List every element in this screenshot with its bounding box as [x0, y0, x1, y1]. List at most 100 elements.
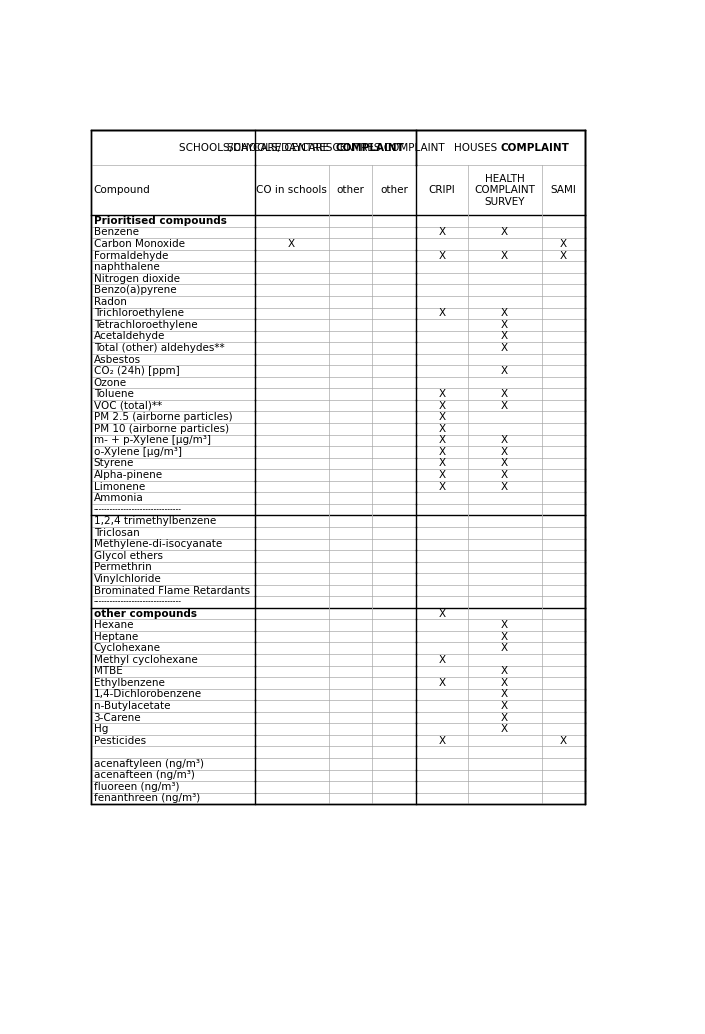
Text: X: X	[288, 239, 295, 249]
Text: fluoreen (ng/m³): fluoreen (ng/m³)	[94, 782, 179, 792]
Text: Methylene-di-isocyanate: Methylene-di-isocyanate	[94, 540, 222, 549]
Text: X: X	[501, 366, 508, 376]
Text: X: X	[501, 343, 508, 353]
Text: Benzene: Benzene	[94, 227, 139, 238]
Text: X: X	[501, 332, 508, 341]
Text: Permethrin: Permethrin	[94, 562, 152, 573]
Text: Carbon Monoxide: Carbon Monoxide	[94, 239, 185, 249]
Text: Trichloroethylene: Trichloroethylene	[94, 308, 183, 318]
Text: Limonene: Limonene	[94, 482, 145, 491]
Text: Compound: Compound	[94, 185, 150, 195]
Text: Benzo(a)pyrene: Benzo(a)pyrene	[94, 285, 176, 296]
Text: X: X	[439, 308, 446, 318]
Text: X: X	[501, 690, 508, 699]
Text: X: X	[439, 482, 446, 491]
Text: X: X	[501, 620, 508, 630]
Text: MTBE: MTBE	[94, 666, 123, 676]
Text: Methyl cyclohexane: Methyl cyclohexane	[94, 655, 197, 665]
Text: X: X	[501, 458, 508, 468]
Text: X: X	[439, 227, 446, 238]
Text: X: X	[560, 735, 567, 746]
Text: Asbestos: Asbestos	[94, 355, 141, 365]
Text: Ammonia: Ammonia	[94, 493, 143, 504]
Text: X: X	[501, 643, 508, 653]
Text: CO₂ (24h) [ppm]: CO₂ (24h) [ppm]	[94, 366, 179, 376]
Text: X: X	[501, 308, 508, 318]
Text: X: X	[439, 435, 446, 446]
Text: X: X	[439, 250, 446, 261]
Text: Brominated Flame Retardants: Brominated Flame Retardants	[94, 585, 250, 596]
Text: X: X	[501, 320, 508, 330]
Text: PM 2.5 (airborne particles): PM 2.5 (airborne particles)	[94, 413, 232, 422]
Text: SCHOOLS/DAYCARE CENTRES ​COMPLAINT: SCHOOLS/DAYCARE CENTRES ​COMPLAINT	[226, 143, 444, 153]
Text: other: other	[380, 185, 408, 195]
Text: Heptane: Heptane	[94, 632, 138, 642]
Text: X: X	[501, 712, 508, 723]
Text: X: X	[501, 701, 508, 711]
Text: X: X	[501, 435, 508, 446]
Text: X: X	[560, 250, 567, 261]
Text: X: X	[439, 655, 446, 665]
Text: fenanthreen (ng/m³): fenanthreen (ng/m³)	[94, 793, 200, 803]
Text: X: X	[439, 735, 446, 746]
Text: Pesticides: Pesticides	[94, 735, 146, 746]
Text: HEALTH
COMPLAINT
SURVEY: HEALTH COMPLAINT SURVEY	[474, 174, 535, 207]
Text: 3-Carene: 3-Carene	[94, 712, 141, 723]
Text: X: X	[501, 632, 508, 642]
Text: Total (other) aldehydes**: Total (other) aldehydes**	[94, 343, 224, 353]
Text: naphthalene: naphthalene	[94, 263, 159, 272]
Text: m- + p-Xylene [μg/m³]: m- + p-Xylene [μg/m³]	[94, 435, 211, 446]
Text: o-Xylene [μg/m³]: o-Xylene [μg/m³]	[94, 447, 182, 457]
Text: CRIPI: CRIPI	[429, 185, 455, 195]
Text: X: X	[439, 413, 446, 422]
Text: Alpha-pinene: Alpha-pinene	[94, 470, 163, 480]
Text: Radon: Radon	[94, 297, 126, 307]
Text: X: X	[560, 239, 567, 249]
Text: X: X	[501, 666, 508, 676]
Text: X: X	[439, 470, 446, 480]
Text: Prioritised compounds: Prioritised compounds	[94, 216, 226, 225]
Text: Formaldehyde: Formaldehyde	[94, 250, 168, 261]
Text: X: X	[501, 447, 508, 457]
Text: COMPLAINT: COMPLAINT	[336, 143, 404, 153]
Text: Ethylbenzene: Ethylbenzene	[94, 678, 164, 688]
Text: X: X	[439, 609, 446, 618]
Text: Styrene: Styrene	[94, 458, 134, 468]
Text: Tetrachloroethylene: Tetrachloroethylene	[94, 320, 197, 330]
Text: X: X	[501, 678, 508, 688]
Text: X: X	[439, 424, 446, 434]
Text: PM 10 (airborne particles): PM 10 (airborne particles)	[94, 424, 228, 434]
Text: Toluene: Toluene	[94, 389, 133, 399]
Text: X: X	[501, 401, 508, 410]
Text: Hg: Hg	[94, 724, 108, 734]
Text: X: X	[501, 470, 508, 480]
Text: acenafteen (ng/m³): acenafteen (ng/m³)	[94, 770, 195, 781]
Text: X: X	[501, 482, 508, 491]
Text: HOUSES: HOUSES	[454, 143, 501, 153]
Text: SCHOOLS/DAYCARE CENTRES: SCHOOLS/DAYCARE CENTRES	[178, 143, 336, 153]
Text: X: X	[501, 724, 508, 734]
Text: Vinylchloride: Vinylchloride	[94, 574, 161, 584]
Text: X: X	[501, 250, 508, 261]
Text: SAMI: SAMI	[551, 185, 577, 195]
Text: 1,4-Dichlorobenzene: 1,4-Dichlorobenzene	[94, 690, 202, 699]
Text: X: X	[439, 389, 446, 399]
Text: n-Butylacetate: n-Butylacetate	[94, 701, 170, 711]
Text: --------------------------------: --------------------------------	[94, 506, 182, 514]
Text: acenaftyleen (ng/m³): acenaftyleen (ng/m³)	[94, 759, 204, 768]
Text: other: other	[336, 185, 364, 195]
Text: Cyclohexane: Cyclohexane	[94, 643, 161, 653]
Text: 1,2,4 trimethylbenzene: 1,2,4 trimethylbenzene	[94, 516, 216, 526]
Text: other compounds: other compounds	[94, 609, 197, 618]
Text: X: X	[501, 227, 508, 238]
Text: X: X	[439, 458, 446, 468]
Text: Glycol ethers: Glycol ethers	[94, 551, 163, 560]
Text: CO in schools: CO in schools	[256, 185, 327, 195]
Text: X: X	[439, 678, 446, 688]
Text: X: X	[439, 401, 446, 410]
Text: X: X	[501, 389, 508, 399]
Text: VOC (total)**: VOC (total)**	[94, 401, 161, 410]
Text: COMPLAINT: COMPLAINT	[501, 143, 570, 153]
Text: Hexane: Hexane	[94, 620, 133, 630]
Text: Acetaldehyde: Acetaldehyde	[94, 332, 165, 341]
